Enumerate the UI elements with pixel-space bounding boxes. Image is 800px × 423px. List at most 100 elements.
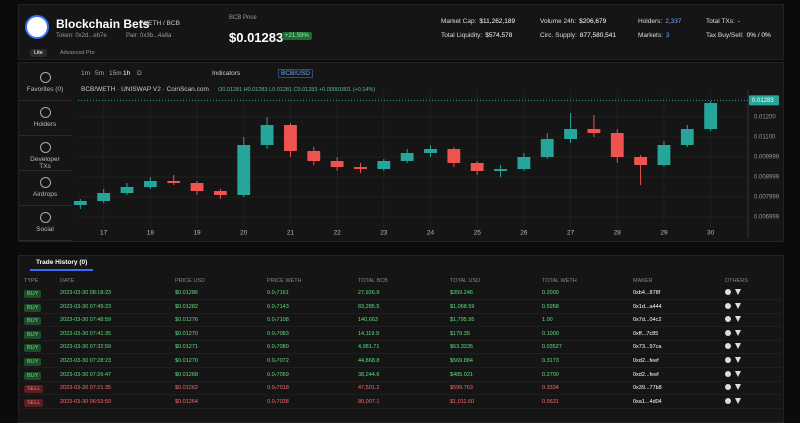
stat-label: Tax Buy/Sell: bbox=[706, 32, 744, 39]
candle-body bbox=[540, 139, 554, 157]
cell: 0x73...97ca bbox=[633, 344, 662, 351]
row-filter[interactable] bbox=[735, 329, 741, 336]
chart-title: BCB/WETH · UNISWAP V2 · CoinScan.com bbox=[81, 86, 209, 93]
row-filter[interactable] bbox=[735, 316, 741, 323]
token-name: Blockchain Bets bbox=[56, 17, 150, 31]
sidebar-item[interactable]: Airdrops bbox=[18, 171, 72, 206]
cell: SELL bbox=[24, 398, 44, 407]
candle-body bbox=[284, 125, 297, 151]
interval[interactable]: 5m bbox=[95, 70, 105, 77]
row-actions[interactable] bbox=[725, 370, 731, 377]
row-actions[interactable] bbox=[725, 302, 731, 309]
stat-value: 877,580,541 bbox=[579, 32, 617, 39]
cell: 0.0₇7161 bbox=[267, 290, 289, 296]
column-header: TOTAL BCB bbox=[358, 278, 388, 284]
tab[interactable]: Pro bbox=[86, 50, 95, 56]
sidebar-item[interactable]: Developer TXs bbox=[18, 136, 72, 171]
quote[interactable]: BCB/USD bbox=[278, 69, 313, 78]
cell: 47,501.2 bbox=[358, 385, 380, 392]
cell: 27,926.9 bbox=[358, 290, 380, 296]
cell: 2023-03-30 07:28:23 bbox=[60, 358, 112, 364]
candle-body bbox=[610, 133, 624, 157]
cell: 0xa1...4d04 bbox=[633, 398, 662, 405]
y-tick-label: 0.009999 bbox=[754, 155, 780, 161]
y-tick-label: 0.007999 bbox=[754, 195, 780, 201]
pair-name: WETH / BCB bbox=[142, 20, 180, 27]
row-actions[interactable] bbox=[725, 384, 731, 391]
header-panel bbox=[18, 4, 784, 60]
cell: 1.00 bbox=[542, 317, 553, 324]
column-header: PRICE USD bbox=[175, 278, 205, 284]
current-price-label: 0.01283 bbox=[752, 98, 774, 104]
cell: 2023-03-30 07:26:47 bbox=[60, 371, 112, 378]
row-filter[interactable] bbox=[735, 289, 741, 295]
x-tick-label: 17 bbox=[100, 230, 108, 237]
indicators[interactable]: Indicators bbox=[212, 70, 241, 77]
stat-value: 3 bbox=[665, 32, 670, 39]
cell: $179.35 bbox=[450, 330, 470, 337]
stat-value: - bbox=[737, 18, 740, 25]
x-tick-label: 24 bbox=[427, 230, 435, 237]
row-filter[interactable] bbox=[735, 384, 741, 391]
row-filter[interactable] bbox=[735, 370, 741, 377]
row-actions[interactable] bbox=[725, 397, 731, 404]
candle-body bbox=[634, 157, 648, 165]
cell: SELL bbox=[24, 385, 44, 394]
cell: 83,285.5 bbox=[358, 303, 380, 310]
row-filter[interactable] bbox=[735, 343, 741, 350]
cell: BUY bbox=[24, 371, 42, 380]
candle-body bbox=[120, 187, 134, 193]
interval[interactable]: 1m bbox=[81, 70, 91, 77]
tab[interactable]: Advanced bbox=[60, 50, 85, 56]
cell: 0.3173 bbox=[542, 358, 559, 364]
row-filter[interactable] bbox=[735, 357, 741, 363]
row-actions[interactable] bbox=[725, 343, 731, 350]
pair-address: Pair: 0x3b...4a8a bbox=[126, 33, 172, 39]
logo bbox=[25, 15, 49, 39]
cell: BUY bbox=[24, 358, 42, 366]
row-actions[interactable] bbox=[725, 329, 731, 336]
row-filter[interactable] bbox=[735, 397, 741, 404]
interval[interactable]: D bbox=[137, 70, 142, 77]
stat-label: Volume 24h: bbox=[540, 18, 577, 25]
sidebar-item[interactable]: Social bbox=[18, 206, 72, 241]
row-actions[interactable] bbox=[725, 357, 731, 363]
trades-title: Trade History (0) bbox=[30, 259, 94, 271]
row-actions[interactable] bbox=[725, 289, 731, 295]
cell: $359.246 bbox=[450, 290, 473, 296]
candle-body bbox=[143, 181, 157, 187]
cell: 0.0₇7018 bbox=[267, 385, 289, 392]
tab[interactable]: Lite bbox=[30, 49, 47, 57]
row-filter[interactable] bbox=[735, 302, 741, 309]
stat-value: $11,262,189 bbox=[479, 18, 516, 25]
cell: 2023-03-30 07:49:23 bbox=[60, 303, 112, 310]
sidebar-item[interactable]: Favorites (0) bbox=[18, 66, 72, 101]
candle-body bbox=[377, 161, 391, 169]
cell: 14,119.9 bbox=[358, 330, 380, 337]
interval[interactable]: 15m bbox=[109, 70, 122, 77]
y-tick-label: 0.01100 bbox=[754, 135, 776, 141]
candle-body bbox=[424, 149, 437, 153]
cell: 0.0₇7108 bbox=[267, 317, 289, 324]
sidebar-label: Airdrops bbox=[32, 191, 58, 198]
cell: 0.0₇7038 bbox=[267, 398, 289, 405]
cell: $0.01264 bbox=[175, 398, 198, 405]
candle-body bbox=[564, 129, 577, 139]
cell: 0xd2...feef bbox=[633, 371, 659, 378]
sidebar-item[interactable]: Holders bbox=[18, 101, 72, 136]
cell: BUY bbox=[24, 330, 42, 339]
cell: 0.2700 bbox=[542, 371, 559, 378]
cell: $0.01262 bbox=[175, 385, 198, 392]
candle-body bbox=[190, 183, 204, 191]
x-tick-label: 22 bbox=[334, 230, 342, 237]
candle-body bbox=[447, 149, 461, 163]
cell: 0.3334 bbox=[542, 385, 559, 392]
interval[interactable]: 1h bbox=[123, 70, 131, 77]
row-divider bbox=[18, 353, 782, 355]
ohlc-legend: O0.01281 H0.01283 L0.01281 C0.01283 +0.0… bbox=[218, 87, 376, 93]
cell: BUY bbox=[24, 344, 42, 353]
x-tick-label: 21 bbox=[287, 230, 295, 237]
y-tick-label: 0.006999 bbox=[754, 215, 780, 221]
cell: $0.01282 bbox=[175, 303, 198, 310]
row-actions[interactable] bbox=[725, 316, 731, 323]
